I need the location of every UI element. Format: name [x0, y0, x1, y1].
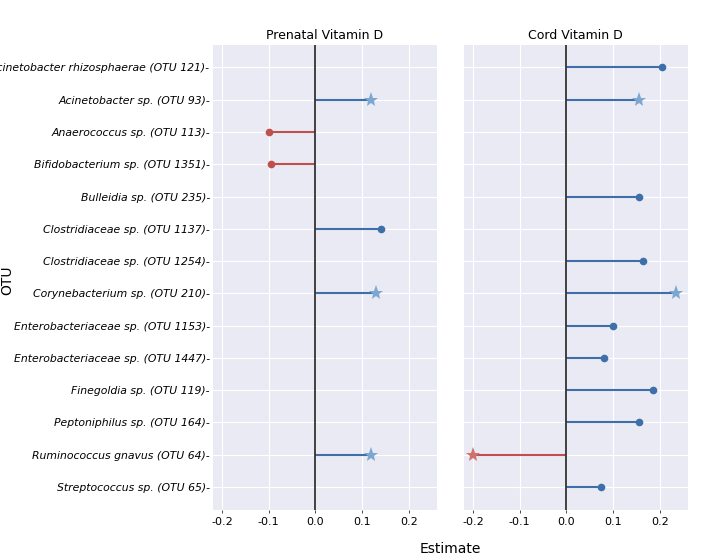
- Title: Prenatal Vitamin D: Prenatal Vitamin D: [266, 29, 384, 42]
- Text: Estimate: Estimate: [420, 542, 481, 556]
- Title: Cord Vitamin D: Cord Vitamin D: [528, 29, 623, 42]
- Text: OTU: OTU: [0, 265, 14, 295]
